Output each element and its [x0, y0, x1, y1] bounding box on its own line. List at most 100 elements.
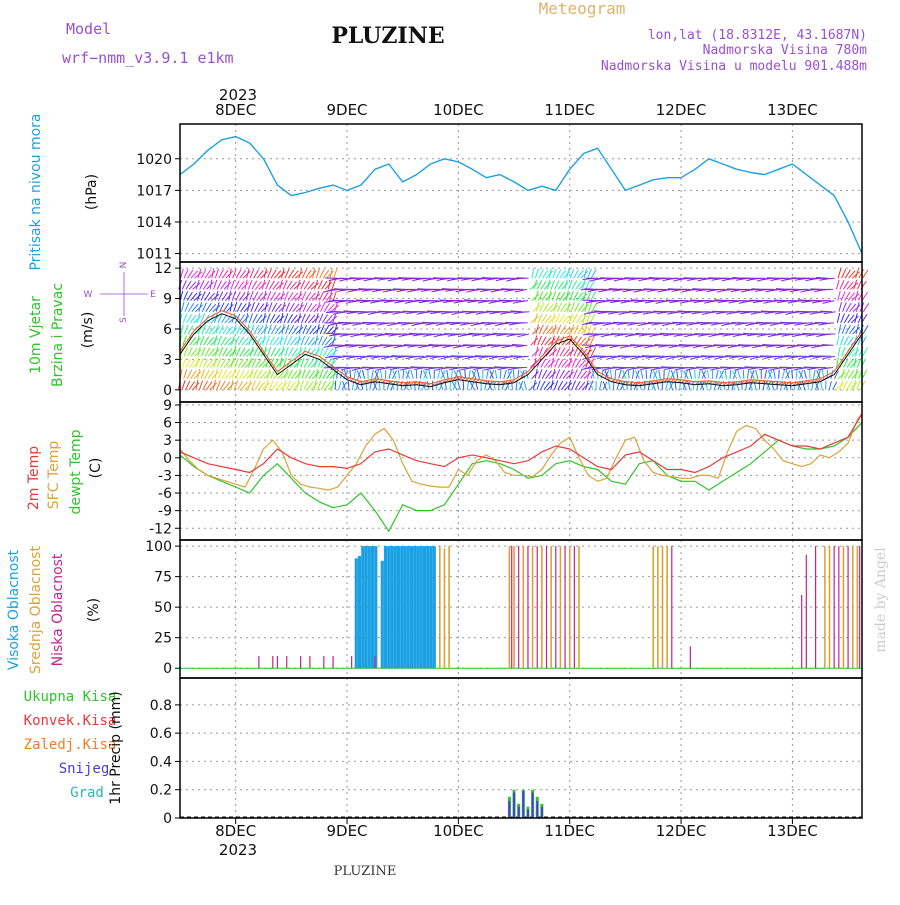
wind-barb-229 — [248, 280, 252, 289]
time-tick-top-5: 13DEC — [767, 101, 818, 119]
wind-barb-2217 — [843, 381, 847, 390]
wind-barb-392 — [303, 303, 307, 312]
wind-barb-385 — [300, 380, 303, 389]
wind-barb-1635 — [661, 367, 673, 368]
wind-barb-66 — [199, 380, 202, 389]
wind-barb-709 — [398, 370, 399, 379]
time-tick-top-4: 12DEC — [656, 101, 707, 119]
wind-barb-1172 — [532, 268, 534, 278]
wind-barb-450 — [320, 269, 325, 278]
wind-barb-1768 — [701, 356, 713, 357]
wind-barb-20 — [182, 280, 186, 289]
precip-snow-bar-2 — [518, 807, 520, 818]
pressure-unit: (hPa) — [84, 174, 100, 210]
precip-snow-bar-6 — [536, 801, 538, 818]
wind-barb-1520 — [629, 311, 641, 312]
time-tick-top-0: 8DEC — [215, 101, 256, 119]
temperature-ytick-label-4: 0 — [163, 451, 172, 467]
pressure-line — [180, 137, 862, 254]
wind-barb-948 — [467, 381, 468, 390]
wind-barb-1354 — [592, 325, 597, 334]
wind-barb-1293 — [570, 269, 574, 278]
high-cloud-bar-16 — [410, 546, 413, 668]
model-label: Model — [66, 20, 111, 38]
wind-barb-286 — [269, 381, 273, 390]
wind-barb-1300 — [573, 314, 577, 323]
precip-ytick-label-2: 0.4 — [150, 754, 172, 770]
wind-barb-1954 — [751, 289, 763, 290]
wind-barb-998 — [470, 367, 482, 368]
precip-snow-bar-0 — [508, 801, 510, 818]
high-cloud-bar-3 — [364, 546, 367, 668]
year-bottom: 2023 — [219, 841, 257, 859]
wind-barb-120 — [215, 269, 218, 278]
wind-barb-1993 — [777, 381, 778, 390]
wind-barb-1511 — [624, 278, 636, 279]
wind-barb-2216 — [842, 269, 846, 278]
wind-barb-281 — [267, 314, 271, 323]
wind-barb-2202 — [839, 302, 842, 312]
wind-barb-174 — [231, 280, 234, 289]
wind-barb-1850 — [732, 371, 737, 379]
wind-barb-119 — [214, 280, 217, 290]
wind-barb-1799 — [708, 278, 720, 279]
wind-barb-493 — [332, 280, 335, 289]
wind-barb-2090 — [804, 370, 806, 379]
wind-barb-1982 — [774, 370, 776, 379]
wind-barb-1188 — [538, 336, 542, 345]
wind-barb-2089 — [803, 381, 805, 390]
wind-barb-841 — [438, 370, 440, 379]
wind-barb-1653 — [666, 300, 678, 301]
wind-barb-333 — [285, 347, 288, 356]
wind-barb-1409 — [595, 345, 607, 346]
wind-barb-1051 — [486, 311, 498, 312]
wind-barb-1105 — [513, 370, 514, 379]
high-cloud-bar-17 — [413, 546, 416, 668]
wind-barb-74 — [201, 292, 205, 301]
wind-barb-2173 — [829, 381, 831, 390]
wind-barb-285 — [268, 269, 272, 278]
wind-barb-2047 — [780, 322, 792, 323]
wind-barb-2174 — [831, 370, 833, 379]
wind-barb-336 — [284, 314, 288, 323]
wind-barb-763 — [403, 311, 415, 312]
wind-barb-1449 — [607, 300, 619, 301]
wind-barb-1675 — [672, 322, 684, 323]
wind-barb-649 — [380, 370, 382, 379]
wind-barb-1613 — [655, 345, 667, 346]
wind-barb-440 — [318, 380, 321, 389]
wind-barb-73 — [202, 303, 206, 312]
wind-barb-754 — [398, 278, 410, 279]
wind-barb-1586 — [659, 370, 661, 379]
wind-barb-757 — [411, 370, 413, 379]
wind-barb-1299 — [574, 325, 578, 334]
high-cloud-bar-1 — [358, 556, 361, 668]
wind-barb-912 — [452, 382, 457, 390]
wind-barb-1348 — [588, 269, 592, 278]
wind-barb-337 — [286, 303, 290, 312]
pressure-ytick-label-1: 1014 — [136, 215, 172, 231]
wind-barb-1345 — [589, 302, 593, 311]
wind-barb-1478 — [628, 370, 629, 379]
wind-barb-1241 — [555, 358, 559, 367]
wind-barb-70 — [200, 336, 204, 345]
wind-barb-1430 — [615, 370, 616, 379]
wind-barb-1582 — [644, 289, 656, 290]
wind-barb-1008 — [485, 381, 487, 390]
wind-barb-282 — [268, 302, 272, 311]
wind-barb-896 — [440, 300, 452, 301]
wind-barb-2056 — [785, 356, 797, 357]
wind-barb-1382 — [600, 381, 602, 390]
wind-barb-389 — [301, 336, 305, 345]
wind-barb-772 — [404, 345, 416, 346]
wind-barb-1113 — [501, 289, 513, 290]
wind-barb-394 — [301, 280, 305, 289]
wind-barb-2198 — [838, 347, 840, 357]
wind-barb-395 — [302, 269, 306, 278]
high-cloud-bar-9 — [387, 546, 390, 668]
wind-barb-1610 — [667, 370, 669, 379]
wind-barb-173 — [232, 291, 235, 301]
precip-ylabel: 1hr Precip (mm) — [108, 691, 124, 804]
cloud-ytick-label-0: 0 — [163, 661, 172, 677]
wind-barb-608 — [356, 300, 368, 301]
